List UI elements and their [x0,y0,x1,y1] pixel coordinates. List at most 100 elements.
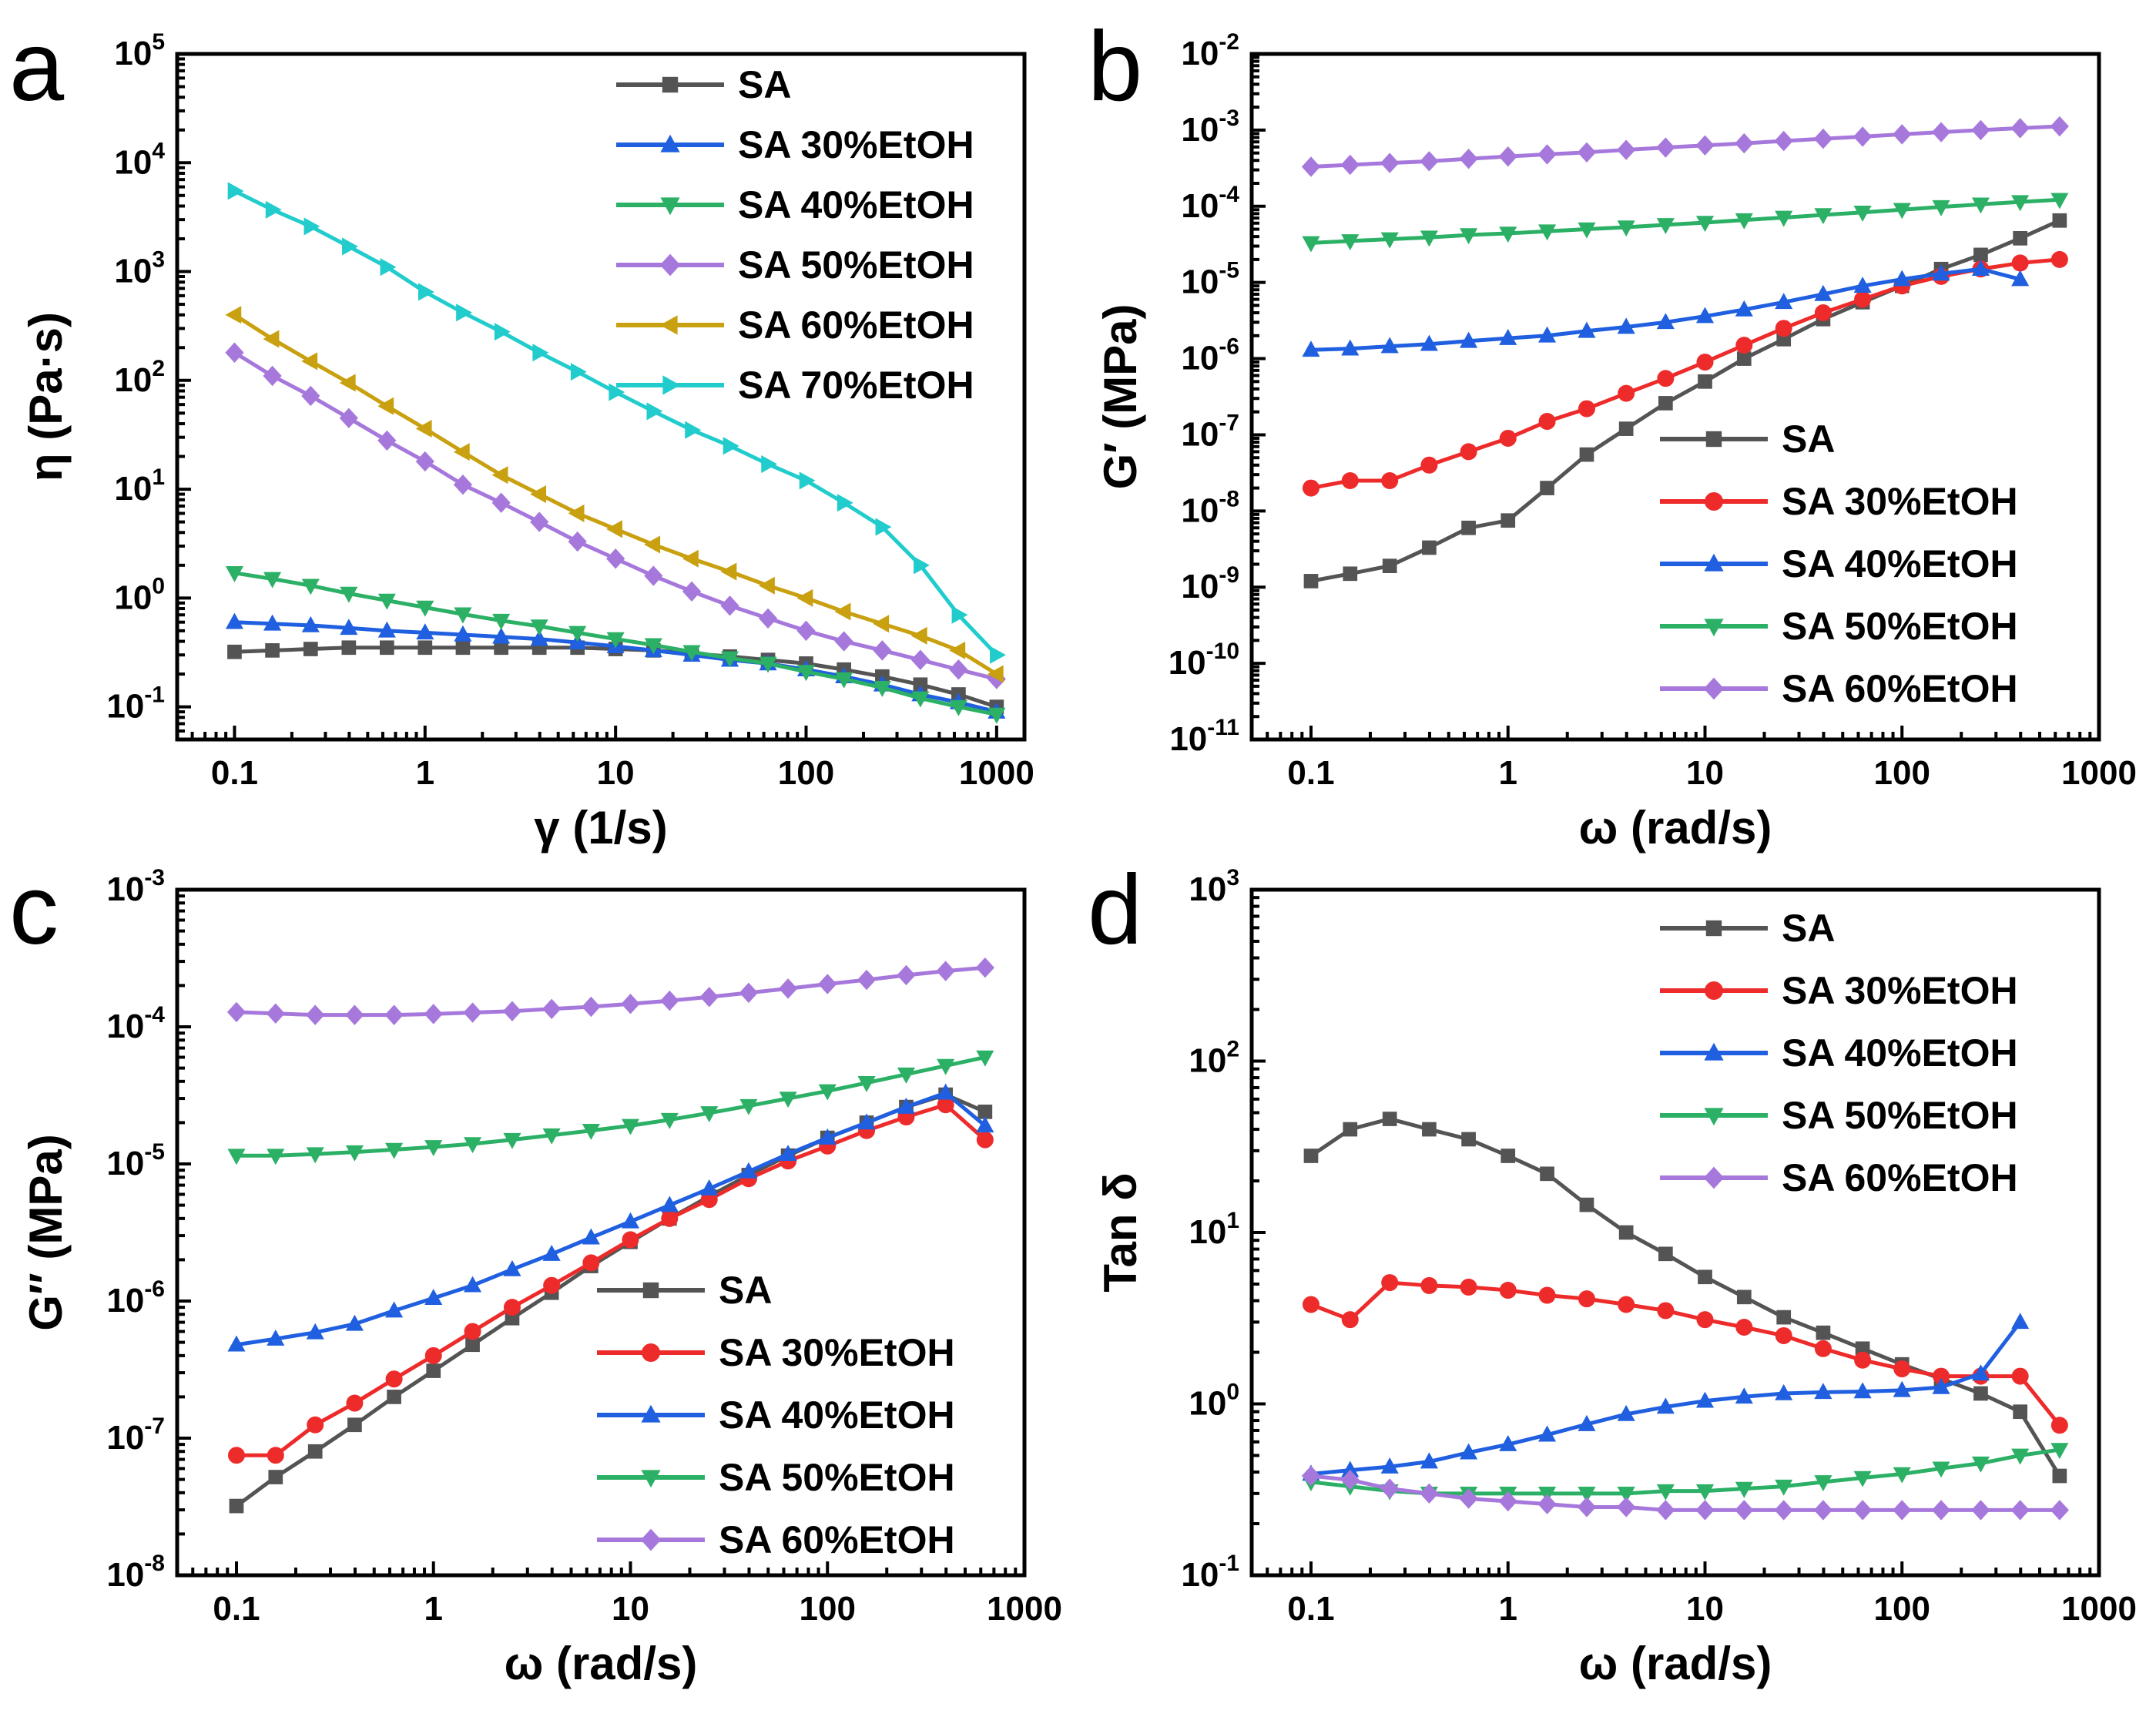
data-point [1420,456,1438,474]
data-point [2052,213,2067,228]
data-point [303,642,318,656]
data-point [1695,1391,1715,1408]
data-point [1931,1500,1951,1521]
data-point [1971,119,1990,141]
data-point [424,1346,442,1364]
data-point [1537,144,1557,165]
legend-marker [642,1282,659,1299]
data-point [682,645,701,662]
data-point [937,1058,955,1075]
data-point [1579,1197,1594,1212]
data-point [1381,1274,1399,1292]
data-point [910,649,930,670]
data-point [975,957,994,978]
data-point [1301,1465,1321,1487]
y-tick-label: 100 [1189,1380,1239,1423]
legend-marker [1705,431,1722,448]
y-axis-title: G′ (MPa) [1095,303,1146,489]
data-point [1617,1487,1635,1503]
legend-marker [1704,1042,1724,1061]
data-point [1656,313,1675,330]
data-point [532,344,549,362]
y-axis-title: Tan δ [1095,1172,1146,1292]
data-point [2011,1313,2030,1330]
data-point [1932,264,1950,281]
data-point [1617,220,1635,237]
data-point [1971,1456,1990,1473]
y-tick-label: 10-1 [106,682,165,726]
legend-label: SA [1782,907,1835,950]
data-point [340,619,358,635]
data-point [857,1075,876,1092]
legend-label: SA 30%EtOH [719,1331,955,1374]
y-tick-label: 103 [114,247,165,290]
y-tick-label: 10-3 [106,865,165,908]
data-point [1893,203,1911,220]
legend-label: SA 50%EtOH [1782,1094,2018,1137]
data-point [2013,1404,2028,1420]
series-line [235,1092,986,1508]
data-point [1698,374,1712,389]
data-point [987,665,1004,683]
data-point [1932,1377,1950,1394]
x-axis-title: ω (rad/s) [505,1638,698,1689]
x-tick-label: 1000 [987,1590,1062,1628]
data-point [1695,1484,1715,1501]
y-tick-label: 10-7 [1181,410,1239,453]
legend-marker [1704,1108,1724,1126]
data-point [267,1447,284,1464]
data-point [263,330,280,348]
data-point [1814,284,1832,301]
y-tick-label: 101 [114,464,165,508]
data-point [606,632,625,649]
data-point [873,615,890,633]
y-tick-label: 10-11 [1169,715,1239,758]
data-point [1736,351,1752,366]
data-point [977,1104,993,1119]
data-point [377,593,396,610]
data-point [779,978,798,999]
panel-letter: b [1088,12,1142,122]
data-point [1303,574,1319,589]
data-point [987,707,1006,724]
data-point [1814,304,1832,322]
data-point [491,492,511,513]
data-point [455,640,471,656]
data-point [644,638,662,655]
legend-marker [662,375,681,395]
data-point [377,397,394,415]
data-point [1577,1497,1597,1517]
legend-label: SA 60%EtOH [738,303,974,347]
data-point [1656,137,1675,158]
x-axis-title: ω (rad/s) [1579,1638,1772,1689]
legend-label: SA 50%EtOH [719,1456,955,1499]
legend-label: SA 30%EtOH [1782,480,2018,523]
data-point [990,646,1006,664]
y-tick-label: 101 [1189,1208,1239,1251]
data-point [1461,520,1476,535]
data-point [1420,334,1438,351]
data-point [543,1276,561,1294]
data-point [2010,1500,2030,1521]
plot-area [226,957,994,1514]
data-point [379,640,394,656]
data-point [301,578,320,595]
x-tick-label: 10 [1686,754,1724,792]
y-tick-label: 10-5 [1181,258,1239,301]
data-point [1656,1397,1675,1414]
y-tick-label: 10-7 [106,1414,165,1457]
data-point [799,471,816,490]
data-point [1578,321,1596,338]
legend-label: SA [738,63,791,106]
data-point [1459,148,1478,169]
data-point [1775,1326,1792,1344]
x-tick-label: 0.1 [213,1590,260,1628]
x-tick-label: 100 [800,1590,856,1628]
data-point [1973,1386,1988,1401]
data-point [1814,1475,1832,1492]
legend-marker [641,1404,661,1423]
data-point [910,626,927,645]
data-point [796,665,816,682]
y-tick-label: 10-5 [106,1139,165,1182]
